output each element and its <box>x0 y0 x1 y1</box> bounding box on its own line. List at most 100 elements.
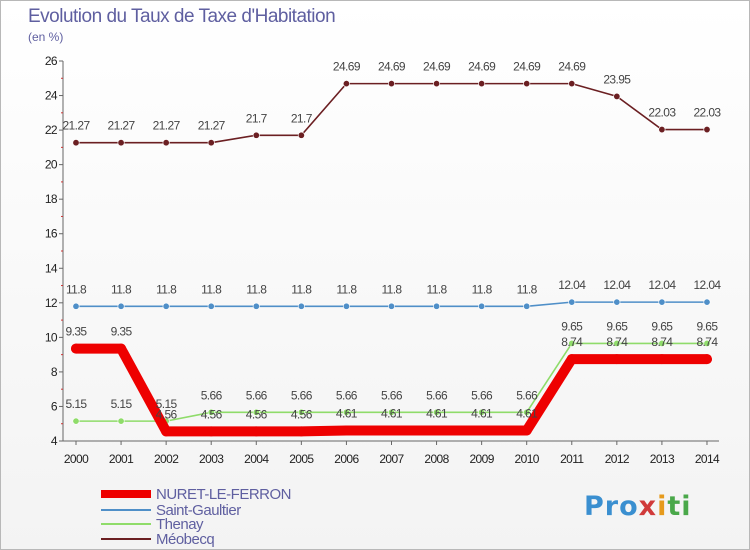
data-point <box>611 354 622 365</box>
data-point <box>251 426 262 437</box>
data-point <box>523 408 531 416</box>
data-point <box>162 302 170 310</box>
data-point <box>207 302 215 310</box>
data-label: 12.04 <box>558 278 586 292</box>
data-label: 11.8 <box>66 282 87 296</box>
x-tick-label: 2006 <box>334 452 359 466</box>
data-label: 4.56 <box>291 407 313 421</box>
data-point <box>521 425 532 436</box>
data-label: 4.56 <box>156 407 178 421</box>
data-label: 23.95 <box>603 72 631 86</box>
data-point <box>207 139 215 147</box>
data-label: 11.8 <box>517 282 538 296</box>
data-point <box>162 139 170 147</box>
data-point <box>658 126 666 134</box>
data-point <box>523 80 531 88</box>
data-label: 8.74 <box>606 335 628 349</box>
data-label: 9.65 <box>651 319 673 333</box>
data-point <box>72 139 80 147</box>
data-point <box>297 131 305 139</box>
data-point <box>523 302 531 310</box>
data-label: 9.65 <box>561 319 583 333</box>
data-point <box>433 80 441 88</box>
y-tick-label: 4 <box>51 434 58 448</box>
data-label: 8.74 <box>651 335 673 349</box>
data-point <box>568 80 576 88</box>
data-label: 5.66 <box>336 388 358 402</box>
x-tick-label: 2008 <box>424 452 449 466</box>
data-label: 12.04 <box>603 278 631 292</box>
series-line <box>75 82 708 144</box>
data-label: 5.66 <box>471 388 493 402</box>
data-label: 24.69 <box>513 60 541 74</box>
data-point <box>658 298 666 306</box>
data-label: 24.69 <box>333 60 361 74</box>
x-tick-label: 2007 <box>379 452 404 466</box>
data-label: 24.69 <box>468 60 496 74</box>
y-tick-label: 24 <box>45 89 58 103</box>
data-point <box>613 339 621 347</box>
legend-label: Thenay <box>156 516 204 533</box>
logo-part-x: x <box>638 491 658 522</box>
data-point <box>252 408 260 416</box>
data-point <box>72 302 80 310</box>
data-point <box>431 425 442 436</box>
data-label: 21.27 <box>153 119 181 133</box>
y-tick-label: 8 <box>51 365 58 379</box>
data-label: 11.8 <box>201 282 222 296</box>
legend-label: Saint-Gaultier <box>156 502 241 519</box>
data-label: 21.27 <box>198 119 226 133</box>
data-label: 22.03 <box>648 106 676 120</box>
data-point <box>387 408 395 416</box>
x-tick-label: 2003 <box>199 452 224 466</box>
x-tick-label: 2014 <box>695 452 720 466</box>
data-point <box>703 126 711 134</box>
data-point <box>656 354 667 365</box>
logo-part-i: i <box>657 491 668 522</box>
data-point <box>342 302 350 310</box>
data-point <box>117 139 125 147</box>
data-label: 11.8 <box>427 282 448 296</box>
data-label: 11.8 <box>472 282 493 296</box>
x-tick-label: 2000 <box>64 452 89 466</box>
data-point <box>341 425 352 436</box>
data-label: 4.61 <box>336 406 358 420</box>
data-point <box>342 408 350 416</box>
data-label: 8.74 <box>696 335 718 349</box>
data-point <box>252 131 260 139</box>
x-tick-label: 2013 <box>650 452 675 466</box>
y-tick-label: 14 <box>45 261 58 275</box>
proxiti-logo: Proxiti <box>584 491 692 522</box>
data-label: 12.04 <box>648 278 676 292</box>
data-label: 5.66 <box>201 388 223 402</box>
data-point <box>566 354 577 365</box>
x-tick-label: 2004 <box>244 452 269 466</box>
data-point <box>703 298 711 306</box>
data-label: 11.8 <box>381 282 402 296</box>
data-point <box>117 417 125 425</box>
data-label: 11.8 <box>156 282 177 296</box>
data-label: 5.15 <box>111 397 133 411</box>
y-tick-label: 6 <box>51 399 58 413</box>
x-tick-label: 2011 <box>560 452 584 466</box>
x-tick-label: 2010 <box>515 452 540 466</box>
data-label: 21.7 <box>246 111 268 125</box>
data-point <box>387 302 395 310</box>
x-tick-label: 2001 <box>109 452 134 466</box>
data-label: 4.61 <box>381 406 403 420</box>
data-label: 5.66 <box>381 388 403 402</box>
data-label: 5.66 <box>426 388 448 402</box>
data-point <box>701 354 712 365</box>
data-label: 4.56 <box>246 407 268 421</box>
data-point <box>207 408 215 416</box>
logo-part-pro: Pro <box>584 491 639 522</box>
data-label: 11.8 <box>246 282 267 296</box>
data-label: 12.04 <box>693 278 721 292</box>
data-label: 9.35 <box>66 325 88 339</box>
chart-subtitle: (en %) <box>28 30 64 44</box>
data-point <box>387 80 395 88</box>
data-point <box>433 302 441 310</box>
legend-label: NURET-LE-FERRON <box>156 486 291 503</box>
